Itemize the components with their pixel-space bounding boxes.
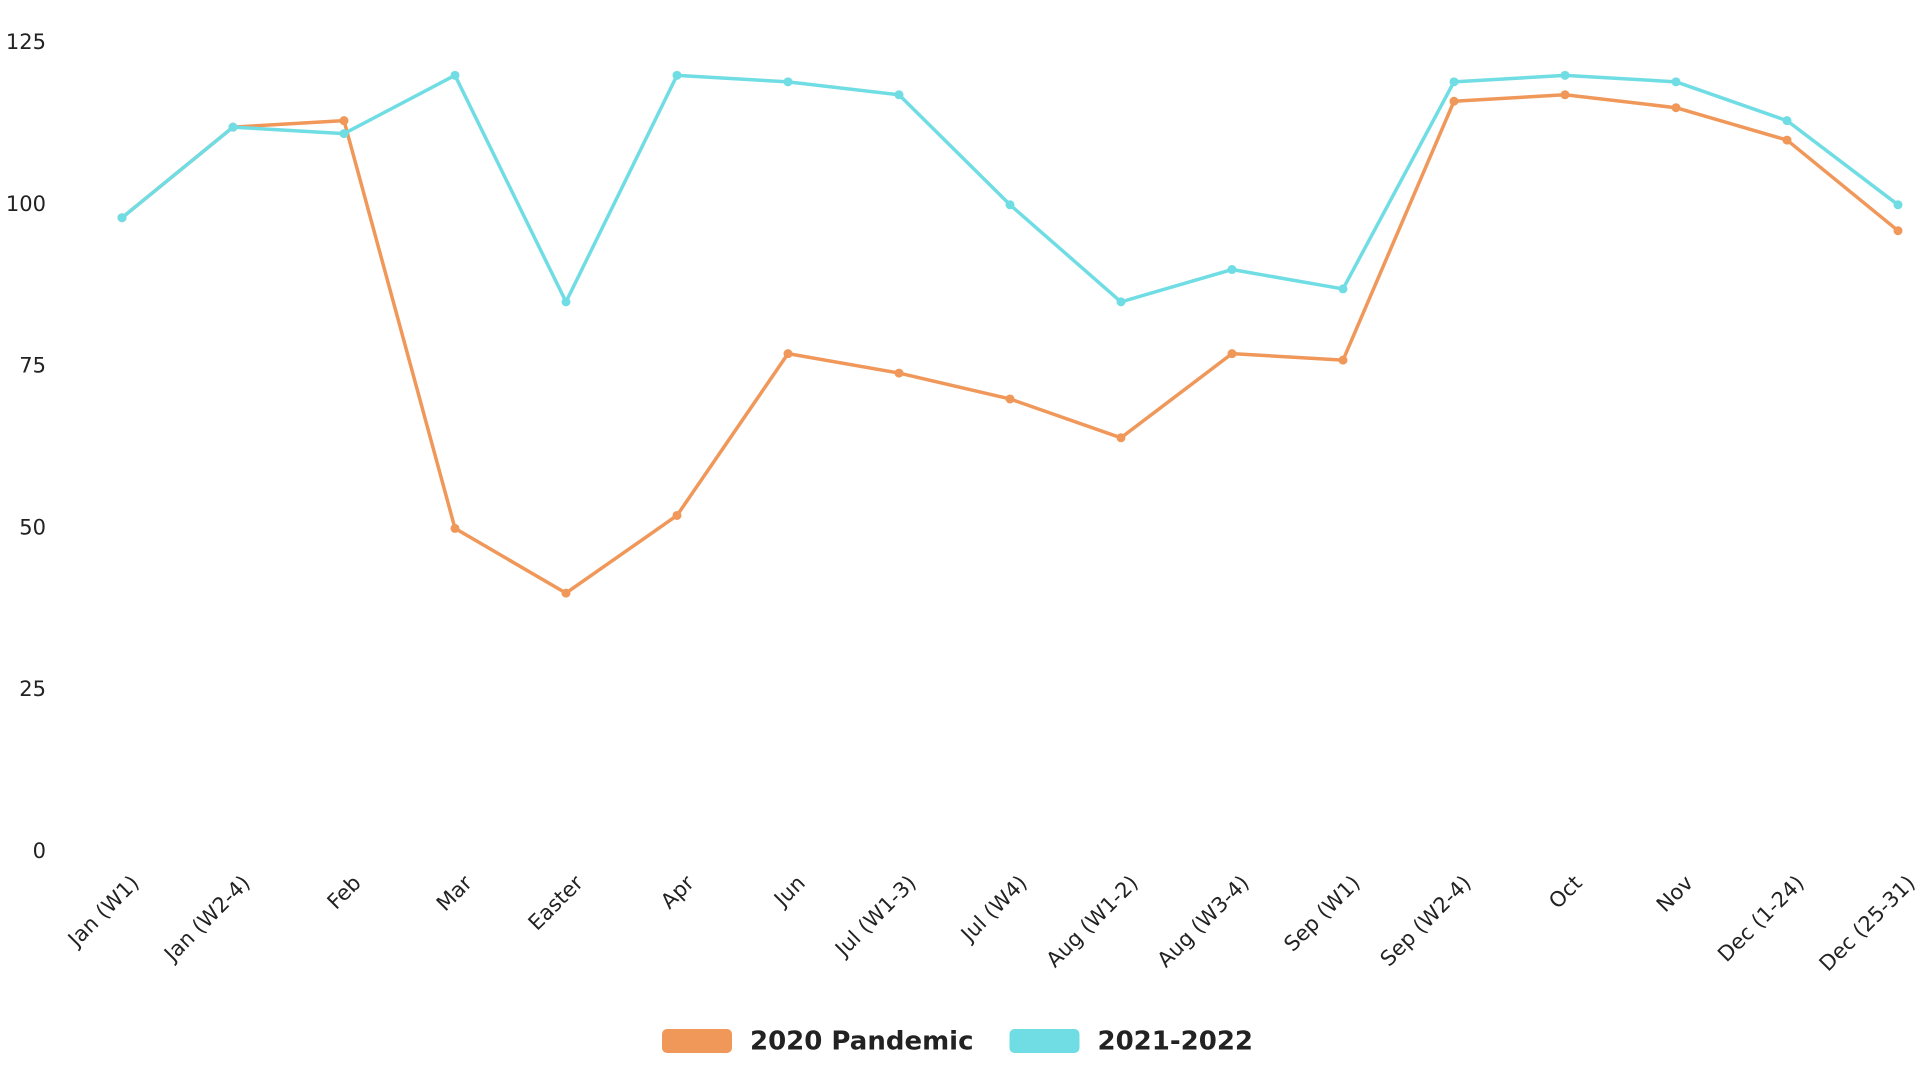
y-tick-label: 50 bbox=[19, 515, 46, 539]
data-point bbox=[1782, 116, 1792, 126]
data-point bbox=[1893, 226, 1903, 236]
data-point bbox=[1227, 349, 1237, 359]
x-tick-label: Mar bbox=[432, 871, 477, 916]
x-tick-label: Feb bbox=[323, 871, 366, 914]
x-tick-label: Oct bbox=[1544, 871, 1587, 914]
x-tick-label: Aug (W3-4) bbox=[1153, 871, 1254, 972]
data-point bbox=[228, 122, 238, 132]
legend-swatch bbox=[662, 1029, 732, 1053]
data-point bbox=[450, 70, 460, 80]
x-tick-label: Jan (W2-4) bbox=[158, 871, 255, 968]
data-point bbox=[1671, 103, 1681, 113]
x-tick-label: Jan (W1) bbox=[62, 871, 144, 953]
x-tick-label: Sep (W2-4) bbox=[1376, 871, 1476, 971]
data-point bbox=[339, 116, 349, 126]
x-tick-label: Aug (W1-2) bbox=[1042, 871, 1143, 972]
data-point bbox=[894, 368, 904, 378]
data-point bbox=[783, 77, 793, 87]
x-tick-label: Nov bbox=[1652, 871, 1698, 917]
y-tick-label: 0 bbox=[33, 839, 46, 863]
data-point bbox=[561, 297, 571, 307]
x-tick-label: Jul (W4) bbox=[955, 871, 1032, 948]
data-point bbox=[1449, 77, 1459, 87]
data-point bbox=[1671, 77, 1681, 87]
x-tick-label: Apr bbox=[656, 871, 699, 914]
series-line bbox=[120, 93, 1900, 595]
y-tick-label: 75 bbox=[19, 354, 46, 378]
x-tick-label: Dec (25-31) bbox=[1815, 871, 1920, 976]
x-tick-label: Dec (1-24) bbox=[1713, 871, 1809, 967]
legend-swatch bbox=[1009, 1029, 1080, 1053]
data-point bbox=[1005, 394, 1015, 404]
x-tick-label: Easter bbox=[524, 871, 589, 936]
legend-label: 2021-2022 bbox=[1098, 1027, 1254, 1057]
data-point bbox=[672, 510, 682, 520]
data-point bbox=[1560, 70, 1570, 80]
y-tick-label: 100 bbox=[6, 192, 46, 216]
data-point bbox=[1116, 433, 1126, 443]
data-point bbox=[783, 349, 793, 359]
data-point bbox=[1005, 200, 1015, 210]
data-point bbox=[117, 213, 127, 223]
data-point bbox=[1560, 90, 1570, 100]
data-point bbox=[1116, 297, 1126, 307]
x-tick-label: Sep (W1) bbox=[1279, 871, 1364, 956]
x-tick-label: Jun bbox=[768, 871, 810, 913]
data-point bbox=[561, 588, 571, 598]
data-point bbox=[1449, 96, 1459, 106]
x-tick-label: Jul (W1-3) bbox=[829, 871, 921, 963]
data-point bbox=[339, 129, 349, 139]
data-point bbox=[1338, 355, 1348, 365]
data-point bbox=[672, 70, 682, 80]
data-point bbox=[1338, 284, 1348, 294]
data-point bbox=[894, 90, 904, 100]
data-point bbox=[1227, 265, 1237, 275]
data-point bbox=[1782, 135, 1792, 145]
y-tick-label: 25 bbox=[19, 677, 46, 701]
legend-item: 2020 Pandemic bbox=[662, 1027, 974, 1057]
y-tick-label: 125 bbox=[6, 30, 46, 54]
legend-label: 2020 Pandemic bbox=[750, 1027, 974, 1057]
series-line bbox=[120, 73, 1900, 304]
data-point bbox=[450, 523, 460, 533]
data-point bbox=[1893, 200, 1903, 210]
legend-item: 2021-2022 bbox=[1009, 1027, 1254, 1057]
